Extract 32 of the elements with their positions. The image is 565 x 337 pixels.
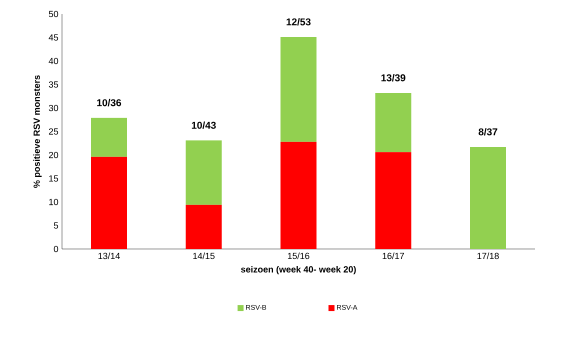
y-tick-label: 35: [48, 81, 58, 88]
y-tick-label: 50: [48, 10, 58, 18]
x-tick-label: 14/15: [193, 252, 215, 260]
annotation: 8/37: [478, 128, 498, 136]
y-tick-label: 40: [48, 58, 58, 64]
y-tick-label: 0: [54, 246, 58, 252]
x-tick-label: 17/18: [477, 252, 499, 260]
annotation: 13/39: [381, 74, 406, 82]
bar: [375, 152, 412, 249]
x-tick-label: 13/14: [98, 252, 120, 260]
y-tick-label: 30: [48, 104, 58, 112]
bar: [280, 37, 316, 142]
y-tick-label: 10: [49, 198, 58, 206]
bar: [186, 140, 222, 205]
x-tick-label: 15/16: [288, 252, 310, 260]
annotation: 12/53: [286, 18, 311, 26]
y-tick-label: 25: [48, 128, 58, 135]
bar: [470, 147, 506, 249]
annotation: 10/43: [192, 121, 216, 129]
y-tick-label: 20: [48, 152, 58, 158]
bar: [186, 204, 222, 249]
y-tick-label: 5: [54, 222, 58, 229]
y-tick-label: 15: [49, 175, 58, 182]
bar: [280, 142, 316, 249]
x-axis-title: seizoen (week 40- week 20): [241, 266, 356, 274]
bar: [90, 118, 127, 157]
y-axis-title: % positieve RSV monsters: [33, 75, 42, 188]
y-tick-label: 45: [48, 34, 58, 41]
x-tick-label: 16/17: [382, 252, 404, 260]
bar: [90, 156, 127, 249]
bar: [375, 92, 412, 152]
annotation: 10/36: [97, 98, 122, 106]
